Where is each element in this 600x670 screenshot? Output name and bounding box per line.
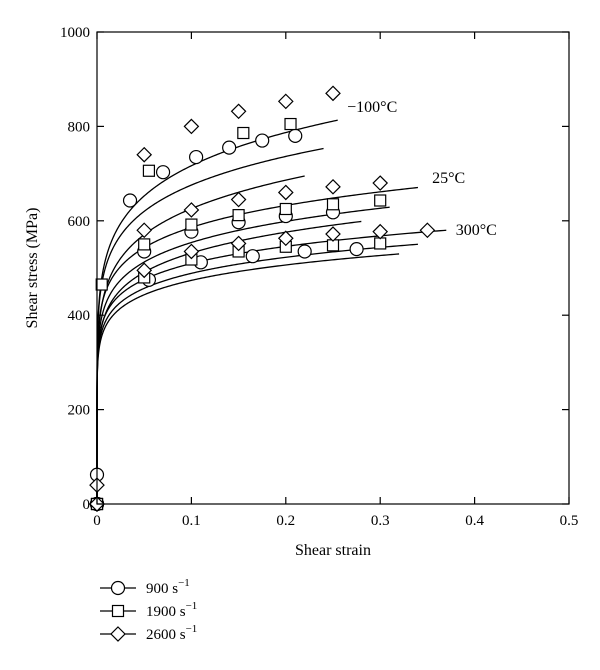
annotation-2: 25°C [432, 170, 465, 187]
plot-area-frame [96, 31, 570, 505]
diamond-marker-s6-p4 [230, 191, 247, 208]
fit-curve-3 [96, 119, 338, 504]
square-marker-s2-p2 [95, 278, 108, 291]
fit-curve-5 [96, 206, 390, 504]
diamond-marker-s9-p8 [419, 222, 436, 239]
y-axis-title: Shear stress (MPa) [24, 208, 41, 329]
diamond-marker-s9-p3 [183, 243, 200, 260]
annotation-3: 300°C [456, 222, 497, 239]
circle-marker-s1-p8 [288, 128, 303, 143]
diamond-marker-s6-p7 [372, 175, 389, 191]
x-tick-label: 0.3 [371, 513, 390, 529]
square-marker-s5-p7 [374, 194, 387, 207]
y-tick-label: 400 [68, 308, 91, 324]
circle-marker-s1-p6 [222, 140, 237, 155]
x-axis-title: Shear strain [295, 542, 371, 559]
diamond-marker-s3-p5 [230, 103, 247, 120]
tick-labels: 0 0.1 0.2 0.3 0.4 0.5 0 200 400 600 800 1000 [60, 25, 578, 529]
diamond-marker-s6-p5 [277, 184, 294, 201]
diamond-marker-s6-p6 [325, 178, 341, 195]
y-tick-label: 600 [68, 214, 91, 230]
x-tick-label: 0.5 [560, 513, 579, 529]
diamond-marker-s3-p6 [277, 93, 294, 110]
square-marker-s2-p4 [237, 126, 250, 140]
legend-square-marker [111, 604, 125, 618]
temperature-annotations: −100°C 25°C 300°C [347, 99, 497, 239]
circle-marker-s7-p6 [349, 242, 364, 257]
diamond-marker-s9-p7 [372, 223, 389, 240]
y-tick-label: 200 [68, 403, 91, 419]
circle-marker-s7-p5 [297, 244, 312, 259]
diamond-marker-s6-p2 [136, 222, 153, 239]
square-marker-s2-p3 [142, 164, 156, 177]
legend-label: 2600 s−1 [146, 623, 197, 643]
circle-marker-s7-p4 [245, 249, 260, 264]
diamond-marker-s9-p4 [230, 235, 247, 252]
legend-circle-marker [110, 580, 126, 596]
x-tick-label: 0.4 [465, 513, 484, 529]
fit-curve-4 [96, 220, 362, 504]
legend-label: 900 s−1 [146, 577, 190, 597]
x-tick-label: 0.2 [276, 513, 295, 529]
diamond-marker-s9-p2 [136, 262, 153, 279]
diamond-marker-s3-p7 [325, 85, 341, 102]
circle-marker-s1-p5 [189, 149, 204, 165]
square-marker-s2-p5 [284, 117, 297, 131]
y-tick-label: 1000 [60, 25, 90, 41]
diamond-marker-s3-p4 [183, 118, 200, 135]
legend-label: 1900 s−1 [146, 600, 197, 620]
annotation-1: −100°C [347, 99, 397, 116]
circle-marker-s1-p7 [255, 133, 270, 148]
square-marker-s5-p6 [326, 198, 340, 211]
square-marker-s5-p2 [138, 238, 151, 251]
fit-curve-7 [96, 253, 400, 504]
diamond-marker-s9-p6 [325, 226, 341, 242]
data-markers [89, 85, 436, 512]
diamond-marker-s9-p5 [277, 230, 294, 247]
axis-ticks [96, 31, 570, 505]
square-marker-s8-p7 [374, 237, 387, 250]
x-tick-label: 0 [93, 513, 101, 529]
diamond-marker-s6-p3 [183, 202, 200, 218]
fit-curve-6 [96, 186, 419, 504]
fit-curves [96, 119, 447, 504]
x-tick-label: 0.1 [182, 513, 201, 529]
square-marker-s5-p5 [279, 202, 292, 216]
legend-diamond-marker [110, 626, 126, 642]
fit-curve-8 [96, 243, 419, 504]
legend: 900 s−1 1900 s−1 2600 s−1 [100, 577, 197, 643]
square-marker-s5-p4 [232, 209, 245, 222]
y-tick-label: 0 [83, 497, 91, 513]
circle-marker-s1-p3 [122, 193, 138, 208]
y-tick-label: 800 [68, 119, 91, 135]
square-marker-s5-p3 [185, 218, 198, 231]
circle-marker-s1-p4 [155, 165, 171, 180]
diamond-marker-s3-p3 [136, 146, 153, 163]
